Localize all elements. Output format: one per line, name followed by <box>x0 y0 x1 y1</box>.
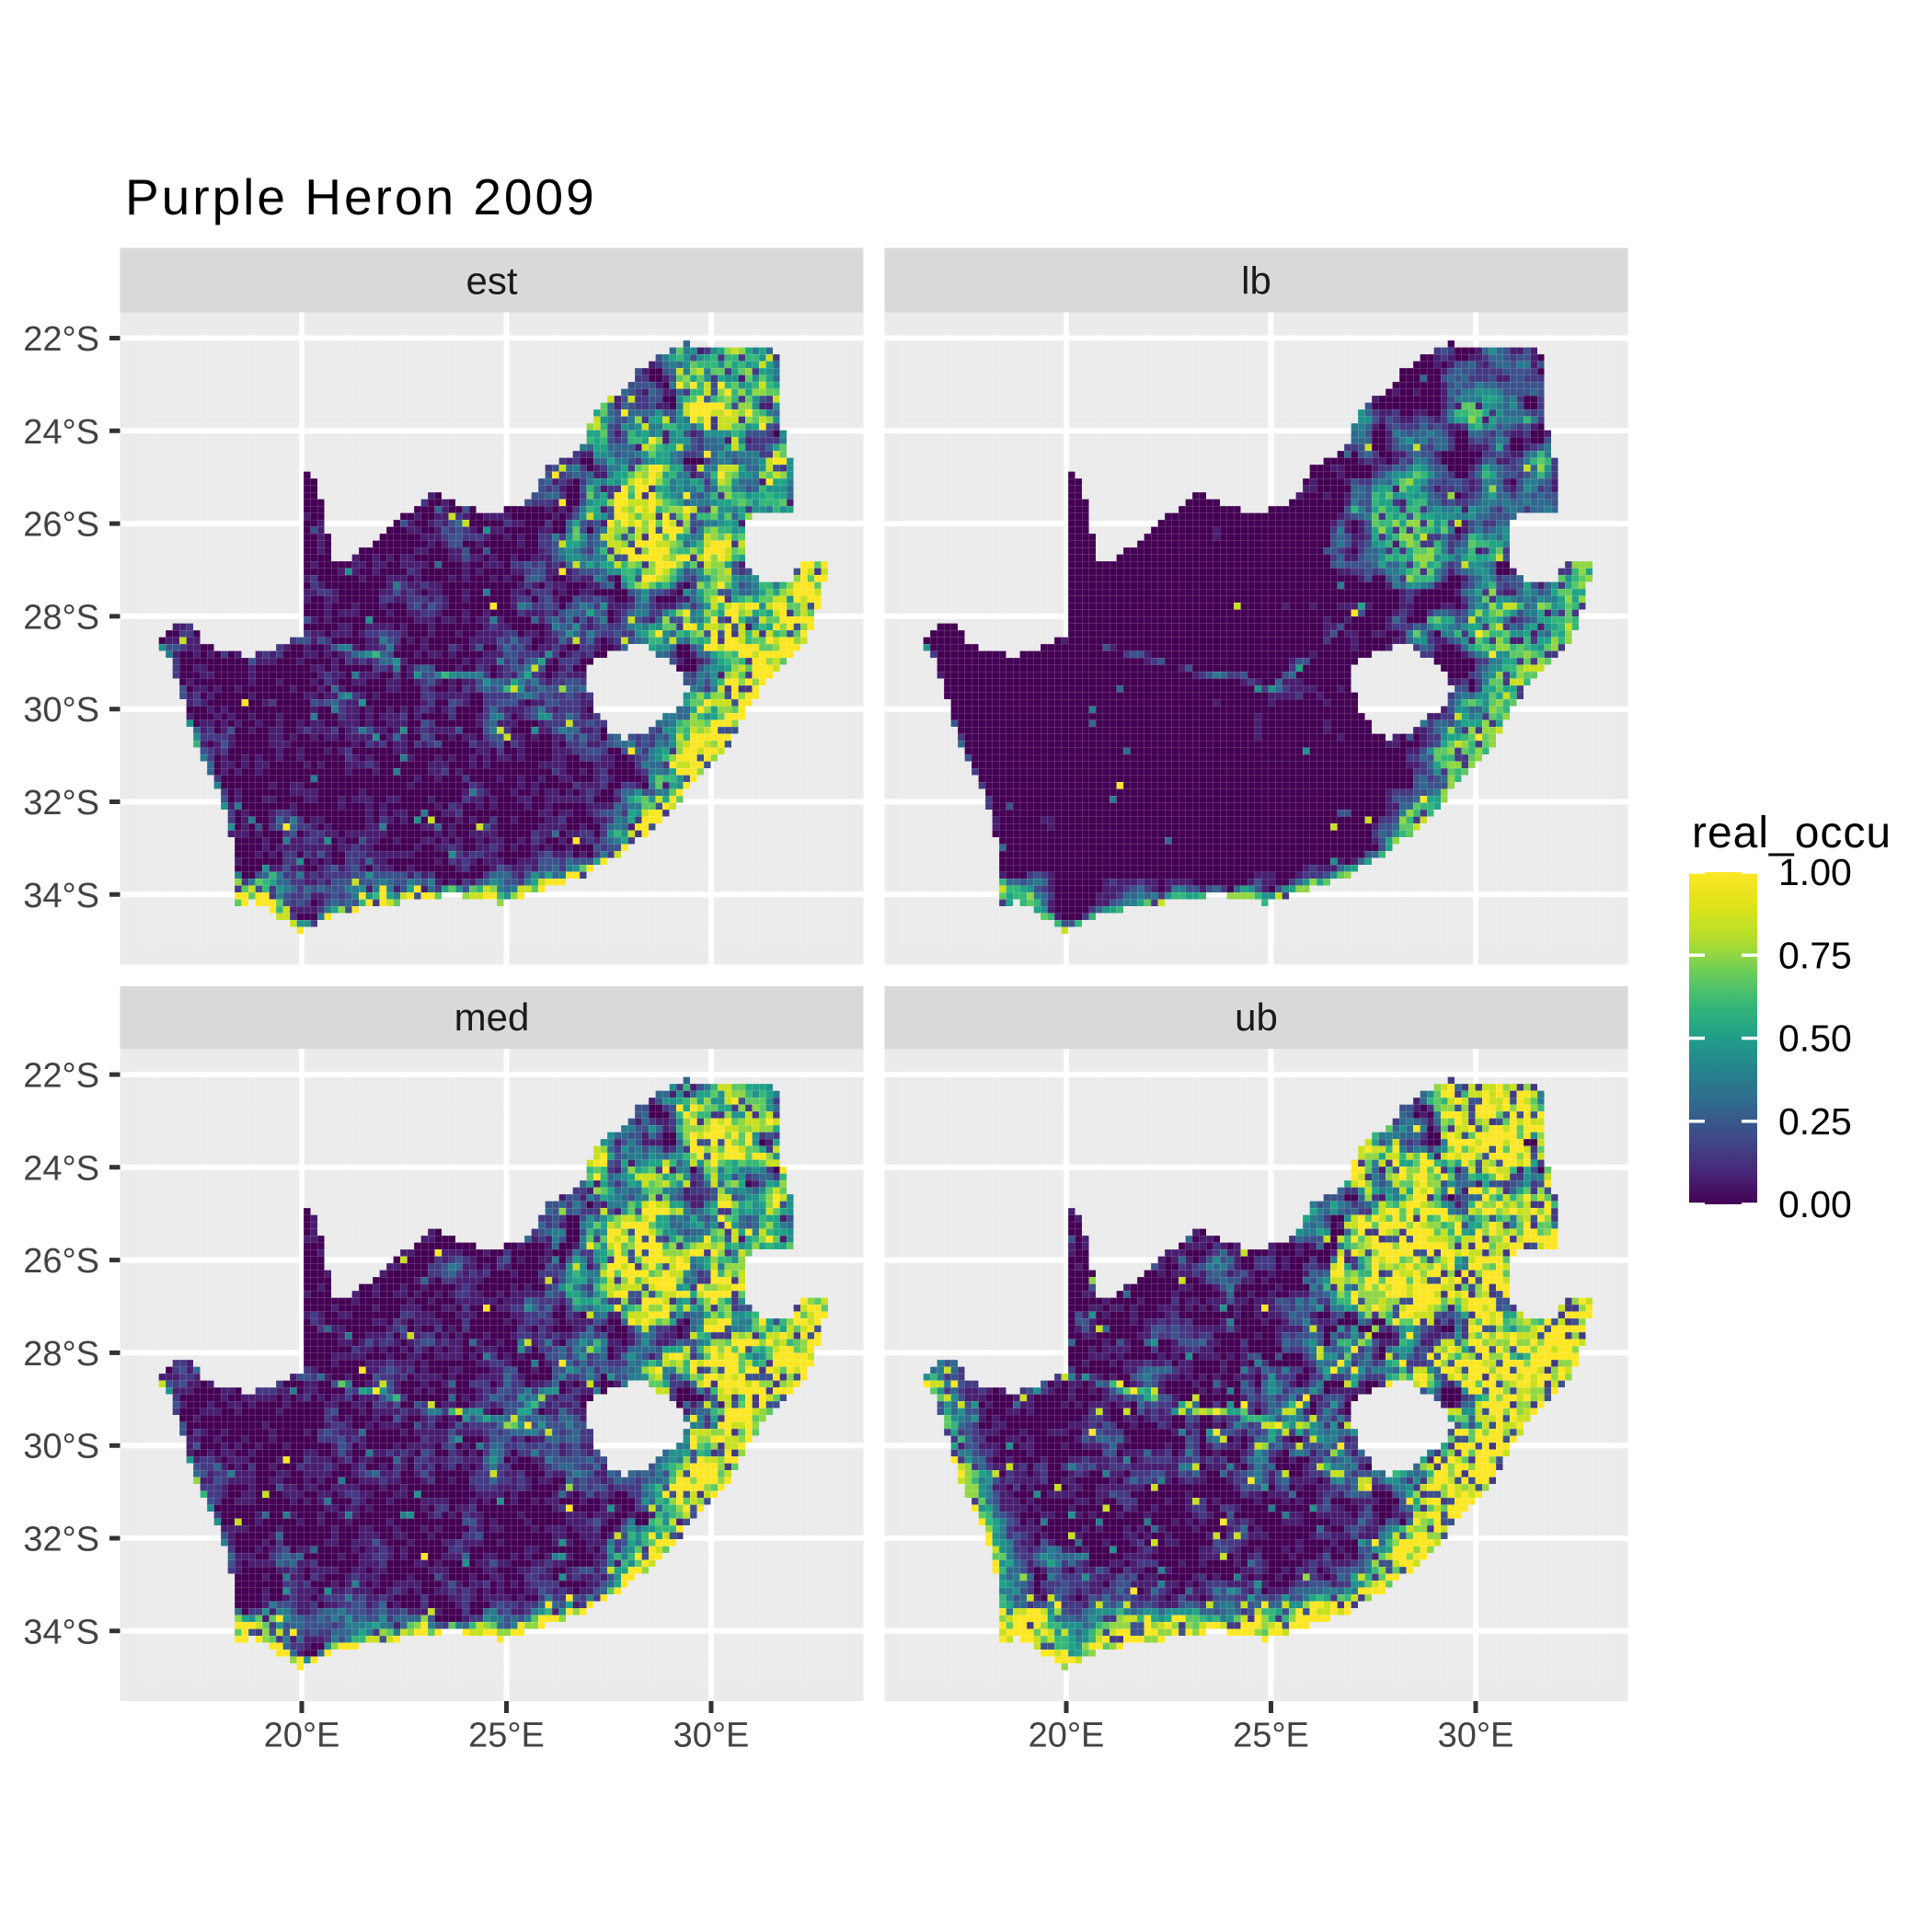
svg-text:34°S: 34°S <box>23 1613 99 1651</box>
svg-text:26°S: 26°S <box>23 506 99 545</box>
svg-text:20°E: 20°E <box>1029 1717 1105 1755</box>
svg-text:32°S: 32°S <box>23 1521 99 1559</box>
svg-text:28°S: 28°S <box>23 598 99 637</box>
svg-text:30°E: 30°E <box>673 1717 750 1755</box>
svg-text:22°S: 22°S <box>23 1057 99 1096</box>
svg-text:28°S: 28°S <box>23 1335 99 1374</box>
svg-text:25°E: 25°E <box>468 1717 545 1755</box>
svg-text:24°S: 24°S <box>23 1149 99 1188</box>
svg-text:real_occu: real_occu <box>1692 809 1892 857</box>
svg-text:22°S: 22°S <box>23 320 99 359</box>
svg-text:Purple Heron 2009: Purple Heron 2009 <box>125 168 597 225</box>
svg-text:lb: lb <box>1241 259 1271 303</box>
svg-text:0.00: 0.00 <box>1778 1183 1852 1225</box>
svg-text:1.00: 1.00 <box>1778 851 1852 893</box>
svg-text:32°S: 32°S <box>23 784 99 822</box>
svg-text:20°E: 20°E <box>264 1717 340 1755</box>
svg-text:25°E: 25°E <box>1233 1717 1309 1755</box>
svg-text:0.75: 0.75 <box>1778 934 1852 976</box>
svg-text:24°S: 24°S <box>23 413 99 452</box>
svg-text:0.25: 0.25 <box>1778 1100 1852 1143</box>
svg-text:34°S: 34°S <box>23 877 99 915</box>
svg-text:30°E: 30°E <box>1438 1717 1514 1755</box>
svg-text:med: med <box>454 995 530 1039</box>
svg-text:0.50: 0.50 <box>1778 1018 1852 1060</box>
svg-text:30°S: 30°S <box>23 691 99 730</box>
svg-text:26°S: 26°S <box>23 1242 99 1281</box>
svg-text:30°S: 30°S <box>23 1428 99 1466</box>
svg-text:est: est <box>466 259 517 303</box>
svg-text:ub: ub <box>1235 995 1278 1039</box>
